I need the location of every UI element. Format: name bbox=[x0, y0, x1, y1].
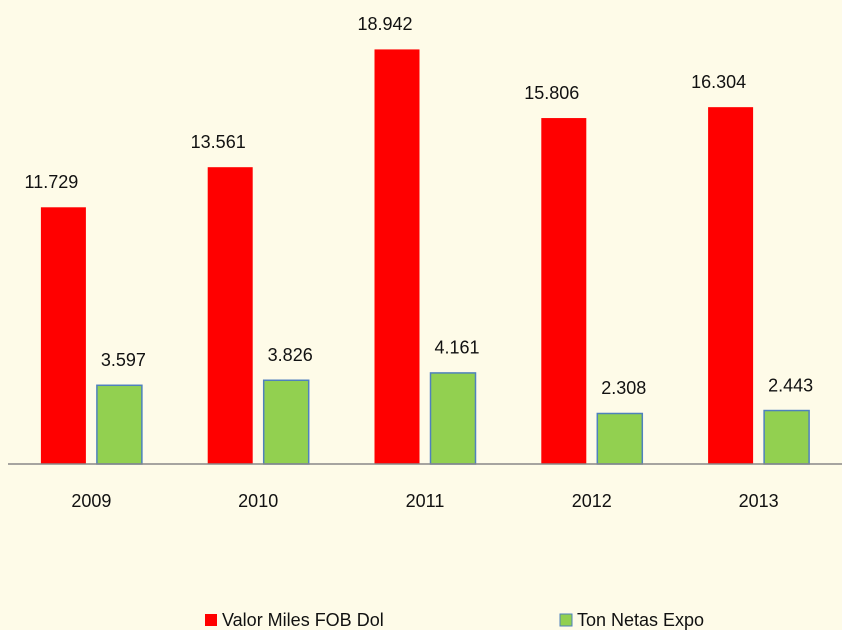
legend-label: Ton Netas Expo bbox=[577, 610, 704, 630]
bar bbox=[262, 379, 310, 465]
bar bbox=[96, 384, 143, 465]
data-label: 15.806 bbox=[524, 83, 579, 103]
data-label: 11.729 bbox=[25, 172, 79, 192]
bar bbox=[429, 372, 477, 465]
data-label: 3.597 bbox=[101, 350, 146, 370]
x-tick-label: 2009 bbox=[71, 491, 111, 511]
bar bbox=[708, 107, 754, 464]
data-label: 13.561 bbox=[191, 132, 246, 152]
legend-swatch bbox=[205, 614, 217, 626]
data-label: 4.161 bbox=[434, 338, 479, 358]
data-label: 16.304 bbox=[691, 72, 746, 92]
bar bbox=[596, 412, 644, 465]
data-label: 3.826 bbox=[268, 345, 313, 365]
x-tick-label: 2012 bbox=[572, 491, 612, 511]
x-tick-label: 2011 bbox=[406, 491, 445, 511]
legend-label: Valor Miles FOB Dol bbox=[222, 610, 384, 630]
legend-swatch bbox=[559, 613, 573, 627]
x-tick-label: 2013 bbox=[739, 491, 779, 511]
bar bbox=[541, 118, 587, 464]
bar bbox=[374, 49, 420, 464]
x-tick-label: 2010 bbox=[238, 491, 278, 511]
data-label: 18.942 bbox=[357, 14, 412, 34]
data-label: 2.443 bbox=[768, 375, 813, 395]
bar bbox=[40, 207, 86, 465]
bar bbox=[763, 409, 810, 465]
data-label: 2.308 bbox=[601, 378, 646, 398]
bar bbox=[207, 167, 253, 464]
